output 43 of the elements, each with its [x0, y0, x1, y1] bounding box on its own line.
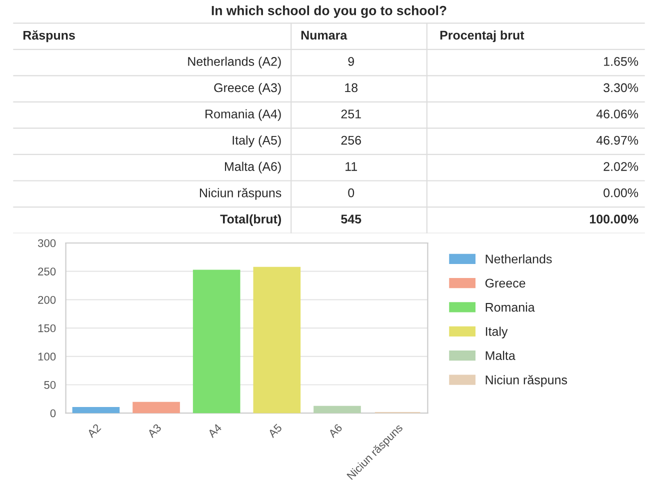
- legend-label: Italy: [486, 326, 508, 338]
- legend-label: Greece: [485, 278, 526, 288]
- text: Malta (A6): [225, 162, 281, 174]
- text: Netherlands (A2): [188, 56, 281, 68]
- text: 545: [341, 214, 362, 224]
- text: 11: [346, 162, 357, 171]
- text: Procentaj brut: [440, 30, 524, 42]
- y-tick-label: 250: [38, 268, 56, 276]
- y-tick-label: 300: [38, 239, 56, 248]
- legend-label: Niciun răspuns: [486, 375, 568, 387]
- text: Total(brut): [220, 214, 282, 226]
- text: 18: [345, 83, 358, 92]
- text: Italy (A5): [232, 136, 281, 148]
- text: 46.97%: [596, 136, 638, 145]
- text: 1.65%: [604, 57, 638, 66]
- x-tick-label: A5: [268, 423, 282, 438]
- text: 0.00%: [604, 188, 638, 198]
- legend-label: Malta: [486, 350, 516, 360]
- text: Greece (A3): [214, 82, 281, 95]
- text: 251: [341, 110, 361, 118]
- x-tick-label: A6: [328, 423, 343, 438]
- y-tick-label: 100: [38, 352, 56, 361]
- text: Răspuns: [23, 30, 75, 42]
- y-tick-label: 0: [50, 409, 56, 418]
- text: 9: [348, 57, 354, 66]
- text: 0: [348, 188, 354, 198]
- x-tick-label: A4: [207, 423, 222, 438]
- text: 46.06%: [596, 110, 638, 118]
- x-tick-label: A3: [146, 423, 162, 438]
- legend-label: Romania: [486, 302, 535, 312]
- y-tick-label: 200: [38, 296, 56, 304]
- text: 100.00%: [590, 214, 638, 224]
- y-tick-label: 150: [38, 324, 56, 332]
- text: 2.02%: [604, 162, 638, 171]
- text: Romania (A4): [206, 109, 281, 121]
- text: Numara: [301, 30, 348, 40]
- text: Niciun răspuns: [200, 188, 282, 200]
- x-tick-label: A2: [86, 423, 102, 438]
- text: In which school do you go to school?: [212, 6, 446, 18]
- legend-label: Netherlands: [486, 254, 552, 264]
- y-tick-label: 50: [44, 381, 56, 389]
- text: 256: [341, 136, 361, 145]
- text: 3.30%: [604, 83, 638, 92]
